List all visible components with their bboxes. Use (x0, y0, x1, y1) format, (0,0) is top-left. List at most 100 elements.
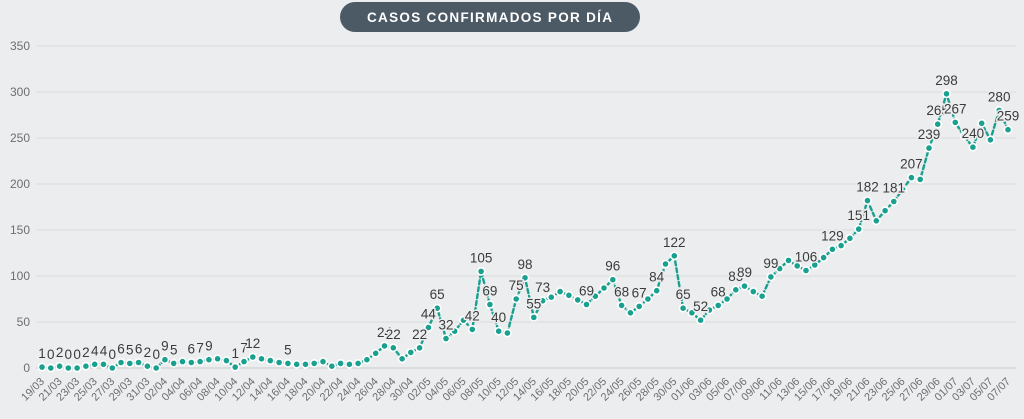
data-point[interactable] (573, 295, 583, 305)
data-point[interactable] (265, 356, 275, 365)
data-point[interactable] (898, 185, 907, 194)
data-point[interactable] (933, 119, 943, 129)
data-point[interactable] (968, 142, 978, 152)
data-point[interactable] (643, 294, 653, 304)
data-point[interactable] (301, 359, 310, 369)
data-point[interactable] (889, 197, 899, 206)
data-point[interactable] (582, 300, 591, 309)
data-point[interactable] (511, 294, 521, 304)
data-point[interactable] (863, 196, 872, 205)
data-point[interactable] (46, 363, 56, 373)
data-point[interactable] (107, 363, 117, 373)
data-point[interactable] (336, 358, 345, 368)
data-point[interactable] (994, 106, 1004, 115)
data-point[interactable] (476, 266, 486, 276)
data-point[interactable] (467, 324, 477, 334)
data-point[interactable] (274, 358, 284, 367)
data-point[interactable] (854, 224, 864, 234)
data-point[interactable] (836, 241, 846, 250)
data-point[interactable] (828, 244, 837, 254)
data-point[interactable] (160, 355, 170, 365)
data-point[interactable] (362, 355, 372, 365)
data-point[interactable] (819, 253, 828, 262)
data-point[interactable] (186, 358, 196, 367)
data-point[interactable] (230, 362, 240, 372)
data-point[interactable] (388, 343, 398, 353)
data-point[interactable] (257, 354, 266, 364)
data-point[interactable] (652, 286, 662, 296)
data-point[interactable] (959, 131, 969, 141)
data-point[interactable] (213, 354, 222, 364)
data-point[interactable] (915, 174, 925, 184)
data-point[interactable] (792, 261, 802, 271)
data-point[interactable] (669, 251, 679, 261)
data-point[interactable] (696, 315, 705, 325)
data-point[interactable] (907, 173, 916, 182)
data-point[interactable] (713, 300, 723, 310)
data-point[interactable] (441, 334, 451, 343)
data-point[interactable] (239, 357, 249, 366)
data-point[interactable] (169, 358, 179, 368)
data-point[interactable] (248, 352, 258, 362)
data-point[interactable] (599, 283, 609, 293)
data-point[interactable] (415, 343, 424, 353)
data-point[interactable] (450, 326, 460, 336)
data-point[interactable] (810, 260, 820, 270)
data-point[interactable] (344, 359, 354, 369)
data-point[interactable] (55, 361, 64, 371)
data-point[interactable] (634, 301, 644, 311)
data-point[interactable] (292, 359, 302, 369)
data-point[interactable] (353, 358, 363, 368)
data-point[interactable] (318, 357, 328, 366)
data-point[interactable] (740, 281, 749, 291)
data-point[interactable] (617, 300, 626, 310)
data-point[interactable] (99, 359, 108, 369)
data-point[interactable] (151, 363, 161, 373)
data-point[interactable] (116, 358, 126, 367)
data-point[interactable] (986, 135, 995, 145)
data-point[interactable] (81, 361, 91, 371)
data-point[interactable] (626, 308, 635, 318)
data-point[interactable] (705, 305, 714, 315)
data-point[interactable] (977, 118, 987, 128)
data-point[interactable] (520, 273, 530, 283)
data-point[interactable] (546, 292, 556, 302)
data-point[interactable] (784, 255, 793, 265)
data-point[interactable] (748, 287, 758, 296)
data-point[interactable] (538, 296, 547, 306)
data-point[interactable] (432, 303, 442, 313)
data-point[interactable] (371, 348, 381, 358)
data-point[interactable] (564, 290, 574, 300)
data-point[interactable] (775, 264, 785, 273)
data-point[interactable] (678, 303, 688, 313)
data-point[interactable] (37, 362, 47, 372)
data-point[interactable] (1003, 125, 1013, 135)
data-point[interactable] (722, 294, 732, 304)
data-point[interactable] (459, 315, 468, 325)
data-point[interactable] (555, 287, 565, 296)
data-point[interactable] (494, 326, 504, 336)
data-point[interactable] (731, 285, 741, 295)
data-point[interactable] (590, 291, 600, 301)
data-point[interactable] (529, 312, 539, 322)
data-point[interactable] (485, 300, 495, 309)
data-point[interactable] (880, 206, 890, 216)
data-point[interactable] (178, 357, 187, 366)
data-point[interactable] (423, 323, 433, 332)
data-point[interactable] (608, 275, 618, 285)
data-point[interactable] (125, 358, 135, 368)
data-point[interactable] (204, 355, 214, 365)
data-point[interactable] (195, 357, 205, 366)
data-point[interactable] (134, 358, 143, 367)
data-point[interactable] (950, 118, 960, 127)
data-point[interactable] (766, 272, 776, 282)
data-point[interactable] (142, 361, 152, 371)
data-point[interactable] (757, 291, 767, 301)
data-point[interactable] (845, 233, 855, 243)
data-point[interactable] (63, 363, 73, 373)
data-point[interactable] (801, 266, 811, 275)
data-point[interactable] (90, 359, 100, 369)
data-point[interactable] (283, 358, 293, 368)
data-point[interactable] (72, 363, 82, 373)
data-point[interactable] (502, 328, 512, 338)
